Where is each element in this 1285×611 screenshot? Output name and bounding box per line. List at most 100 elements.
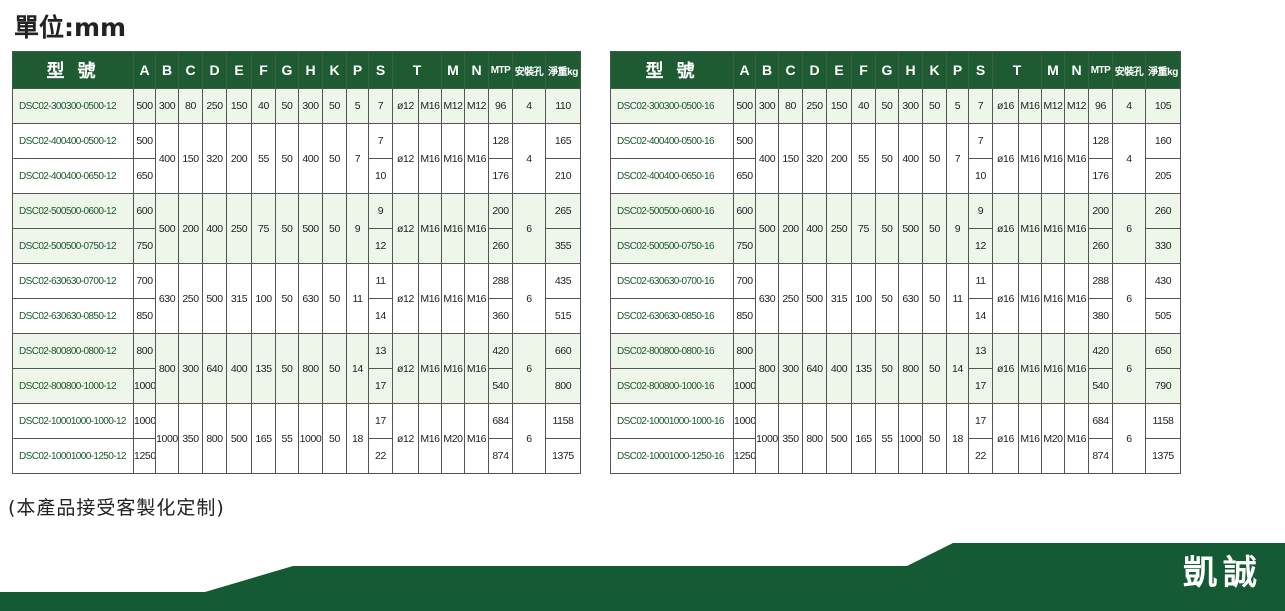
cell-a: 800 — [133, 333, 156, 369]
header-cell: MTP — [488, 51, 513, 89]
cell-t1: ø12 — [392, 193, 419, 264]
cell-c: 250 — [178, 263, 203, 334]
header-cell: G — [875, 51, 899, 89]
header-cell: G — [275, 51, 299, 89]
cell-d: 800 — [202, 403, 227, 474]
cell-s: 17 — [968, 368, 993, 404]
cell-b: 300 — [155, 88, 179, 124]
table-row: DSC02-800800-0800-16 800 800 300 640 400 135 50… — [610, 333, 1181, 404]
cell-mtp: 96 — [1088, 88, 1113, 124]
cell-n: M16 — [464, 193, 489, 264]
table-row: DSC02-300300-0500-12 500 300 80 250 150 40 50 30… — [12, 88, 581, 124]
cell-t2: M16 — [1018, 123, 1042, 194]
cell-weight: 505 — [1145, 298, 1181, 334]
cell-n: M16 — [464, 333, 489, 404]
table-row: DSC02-800800-0800-12 800 800 300 640 400 135 50… — [12, 333, 581, 404]
header-cell: B — [155, 51, 179, 89]
cell-mtp: 260 — [488, 228, 513, 264]
cell-n: M12 — [1064, 88, 1089, 124]
header-cell: MTP — [1088, 51, 1113, 89]
cell-k: 50 — [322, 263, 347, 334]
table-row: DSC02-500500-0600-16 600 500 200 400 250 75 50 5… — [610, 193, 1181, 264]
cell-g: 50 — [875, 88, 899, 124]
cell-h: 1000 — [898, 403, 923, 474]
cell-e: 150 — [226, 88, 252, 124]
cell-p: 5 — [346, 88, 369, 124]
model-cell: DSC02-630630-0850-12 — [12, 298, 134, 334]
cell-mtp: 176 — [1088, 158, 1113, 194]
cell-t2: M16 — [1018, 403, 1042, 474]
cell-g: 55 — [275, 403, 299, 474]
cell-mtp: 684 — [1088, 403, 1113, 439]
cell-p: 18 — [946, 403, 969, 474]
cell-f: 55 — [251, 123, 276, 194]
cell-s: 17 — [368, 368, 393, 404]
cell-mtp: 874 — [1088, 438, 1113, 474]
cell-mtp: 200 — [1088, 193, 1113, 229]
header-cell: F — [251, 51, 276, 89]
cell-h: 630 — [898, 263, 923, 334]
table-row: DSC02-500500-0600-12 600 500 200 400 250 75 50 5… — [12, 193, 581, 264]
cell-mtp: 128 — [488, 123, 513, 159]
cell-g: 50 — [875, 263, 899, 334]
cell-n: M16 — [1064, 333, 1089, 404]
cell-s: 12 — [968, 228, 993, 264]
cell-weight: 790 — [1145, 368, 1181, 404]
cell-p: 7 — [946, 123, 969, 194]
cell-n: M16 — [464, 403, 489, 474]
cell-p: 9 — [346, 193, 369, 264]
cell-d: 320 — [202, 123, 227, 194]
cell-a: 1000 — [733, 368, 756, 404]
table-row: DSC02-10001000-1250-16 1250 22 874 1375 — [610, 438, 1181, 474]
cell-weight: 110 — [545, 88, 581, 124]
cell-f: 135 — [251, 333, 276, 404]
table-row: DSC02-630630-0700-12 700 630 250 500 315 100 50… — [12, 263, 581, 334]
table-row: DSC02-400400-0650-16 650 10 176 205 — [610, 158, 1181, 194]
header-cell: E — [226, 51, 252, 89]
cell-b: 800 — [155, 333, 179, 404]
cell-c: 350 — [178, 403, 203, 474]
cell-a: 1250 — [733, 438, 756, 474]
model-cell: DSC02-800800-0800-16 — [610, 333, 734, 369]
model-cell: DSC02-500500-0750-12 — [12, 228, 134, 264]
cell-h: 500 — [898, 193, 923, 264]
cell-c: 300 — [178, 333, 203, 404]
table-row: DSC02-400400-0500-16 500 400 150 320 200 55 50 4… — [610, 123, 1181, 194]
cell-s: 14 — [368, 298, 393, 334]
cell-k: 50 — [322, 193, 347, 264]
cell-t2: M16 — [418, 263, 442, 334]
cell-d: 500 — [202, 263, 227, 334]
cell-d: 250 — [802, 88, 827, 124]
cell-weight: 205 — [1145, 158, 1181, 194]
cell-b: 630 — [155, 263, 179, 334]
cell-h: 400 — [298, 123, 323, 194]
header-cell: P — [346, 51, 369, 89]
cell-a: 500 — [733, 123, 756, 159]
cell-s: 13 — [968, 333, 993, 369]
header-cell: C — [178, 51, 203, 89]
model-cell: DSC02-300300-0500-16 — [610, 88, 734, 124]
cell-mtp: 684 — [488, 403, 513, 439]
cell-g: 50 — [275, 123, 299, 194]
cell-n: M16 — [1064, 123, 1089, 194]
cell-a: 500 — [133, 88, 156, 124]
cell-d: 400 — [802, 193, 827, 264]
cell-weight: 330 — [1145, 228, 1181, 264]
cell-d: 320 — [802, 123, 827, 194]
cell-a: 600 — [133, 193, 156, 229]
cell-weight: 1158 — [1145, 403, 1181, 439]
cell-weight: 1375 — [545, 438, 581, 474]
cell-h: 1000 — [298, 403, 323, 474]
cell-mtp: 380 — [1088, 298, 1113, 334]
cell-holes: 6 — [1112, 263, 1146, 334]
cell-weight: 660 — [545, 333, 581, 369]
header-cell: E — [826, 51, 852, 89]
header-cell: T — [992, 51, 1042, 89]
cell-mtp: 420 — [1088, 333, 1113, 369]
cell-weight: 210 — [545, 158, 581, 194]
cell-f: 135 — [851, 333, 876, 404]
cell-k: 50 — [922, 333, 947, 404]
model-cell: DSC02-400400-0650-16 — [610, 158, 734, 194]
cell-t1: ø12 — [392, 403, 419, 474]
cell-m: M12 — [1041, 88, 1065, 124]
